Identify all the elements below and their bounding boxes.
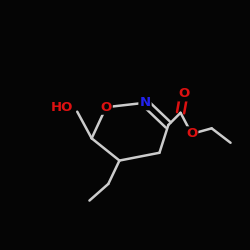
Text: O: O [178,88,190,101]
Text: O: O [186,128,197,140]
Text: N: N [140,96,150,109]
Text: HO: HO [50,101,73,114]
Text: O: O [100,101,112,114]
